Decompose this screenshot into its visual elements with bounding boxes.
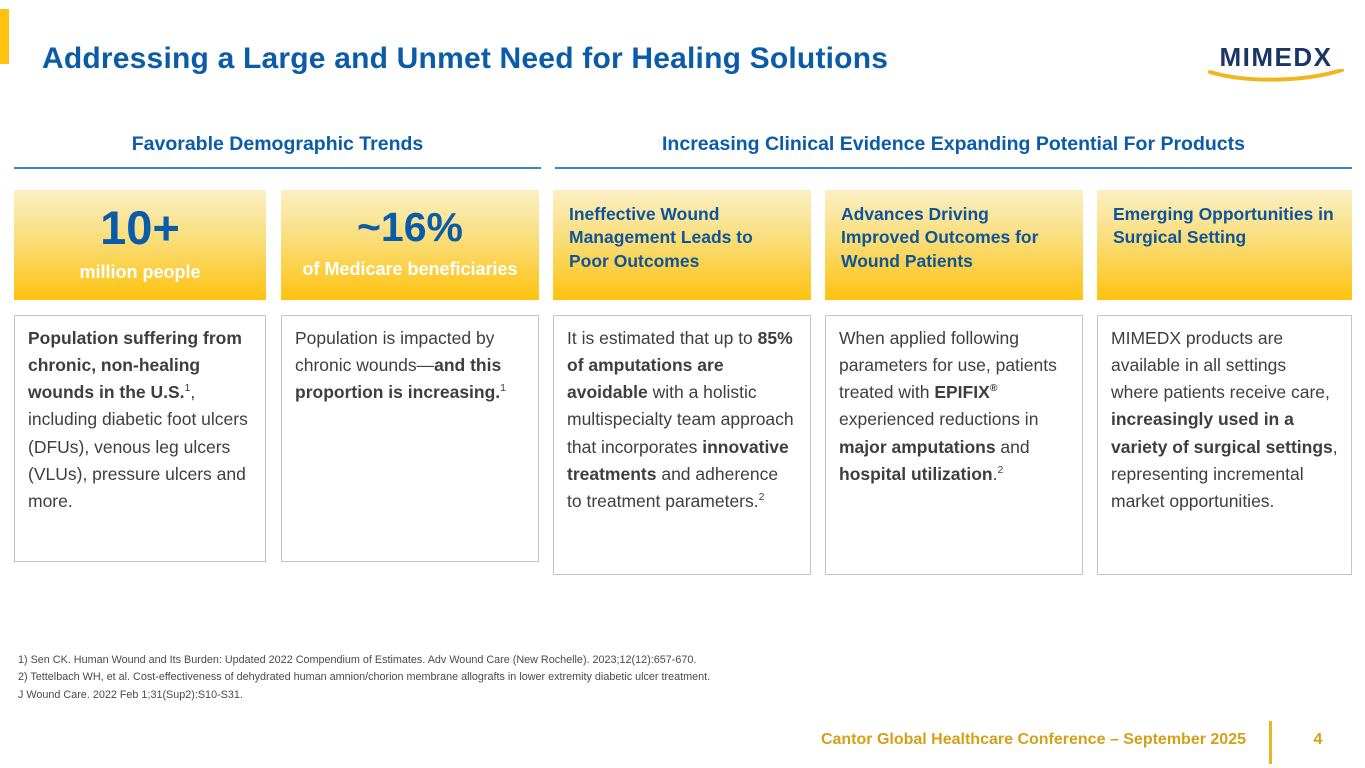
card-wound-management: It is estimated that up to 85% of amputa… xyxy=(553,315,811,575)
card-surgical-setting-text: MIMEDX products are available in all set… xyxy=(1111,328,1338,511)
card-improved-outcomes: When applied following parameters for us… xyxy=(825,315,1083,575)
stat-box-medicare: ~16% of Medicare beneficiaries xyxy=(281,190,539,300)
section-header-demographics: Favorable Demographic Trends xyxy=(14,133,541,169)
stat-label-medicare: of Medicare beneficiaries xyxy=(302,258,518,279)
card-population-text: Population suffering from chronic, non-h… xyxy=(28,328,248,511)
card-medicare: Population is impacted by chronic wounds… xyxy=(281,315,539,562)
slide-title: Addressing a Large and Unmet Need for He… xyxy=(42,42,889,75)
top-left-accent-bar xyxy=(0,9,9,64)
footer-divider xyxy=(1269,721,1272,764)
header-box-surgical-setting-label: Emerging Opportunities in Surgical Setti… xyxy=(1113,204,1334,248)
stat-value-medicare: ~16% xyxy=(356,203,463,250)
header-box-surgical-setting: Emerging Opportunities in Surgical Setti… xyxy=(1097,190,1352,300)
card-medicare-text: Population is impacted by chronic wounds… xyxy=(295,328,507,403)
footnote-2: 2) Tettelbach WH, et al. Cost-effectiven… xyxy=(18,671,711,701)
stat-label-population: million people xyxy=(79,261,201,282)
header-box-wound-management-label: Ineffective Wound Management Leads to Po… xyxy=(569,204,753,271)
footer-conference-label: Cantor Global Healthcare Conference – Se… xyxy=(820,731,1246,748)
logo-swoosh-icon xyxy=(1208,69,1344,82)
stat-box-population: 10+ million people xyxy=(14,190,266,300)
header-box-improved-outcomes-label: Advances Driving Improved Outcomes for W… xyxy=(841,204,1039,271)
section-header-demographics-label: Favorable Demographic Trends xyxy=(131,133,424,155)
mimedx-logo-text: MIMEDX xyxy=(1219,42,1333,72)
mimedx-logo: MIMEDX xyxy=(1205,44,1347,82)
card-wound-management-text: It is estimated that up to 85% of amputa… xyxy=(567,328,794,511)
header-box-wound-management: Ineffective Wound Management Leads to Po… xyxy=(553,190,811,300)
section-header-clinical-evidence: Increasing Clinical Evidence Expanding P… xyxy=(555,133,1352,169)
header-box-improved-outcomes: Advances Driving Improved Outcomes for W… xyxy=(825,190,1083,300)
footnotes: 1) Sen CK. Human Wound and Its Burden: U… xyxy=(18,652,718,704)
card-surgical-setting: MIMEDX products are available in all set… xyxy=(1097,315,1352,575)
stat-value-population: 10+ xyxy=(100,200,180,254)
page-number: 4 xyxy=(1313,731,1323,748)
section-header-clinical-evidence-label: Increasing Clinical Evidence Expanding P… xyxy=(662,133,1245,155)
card-population: Population suffering from chronic, non-h… xyxy=(14,315,266,562)
card-improved-outcomes-text: When applied following parameters for us… xyxy=(839,328,1057,484)
footnote-1: 1) Sen CK. Human Wound and Its Burden: U… xyxy=(18,654,697,666)
